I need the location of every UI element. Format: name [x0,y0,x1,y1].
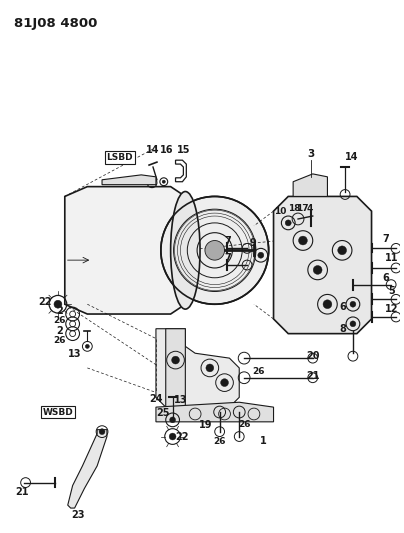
Circle shape [162,180,165,183]
Text: 26: 26 [213,437,226,446]
Text: 14: 14 [146,146,160,156]
Text: 26: 26 [238,420,250,429]
Ellipse shape [170,191,200,309]
Text: 24: 24 [149,394,163,405]
Circle shape [85,344,89,349]
Text: 7: 7 [224,236,231,246]
Polygon shape [293,174,327,197]
Text: WSBD: WSBD [42,408,73,416]
Text: 25: 25 [156,408,170,418]
Text: 21: 21 [15,487,28,497]
Circle shape [350,321,356,327]
Circle shape [350,301,356,307]
Text: 13: 13 [174,395,187,405]
Text: 11: 11 [385,253,399,263]
Text: 26: 26 [252,367,265,376]
Text: 7: 7 [224,253,231,263]
Circle shape [299,236,307,245]
Text: 7: 7 [383,233,389,244]
Text: 16: 16 [160,146,173,156]
Text: 21: 21 [306,371,320,381]
Circle shape [206,364,214,372]
Polygon shape [68,430,107,508]
Circle shape [313,265,322,274]
Polygon shape [65,187,185,314]
Text: 14: 14 [345,152,359,162]
Text: 6: 6 [383,273,389,283]
Polygon shape [166,329,185,417]
Text: 18: 18 [288,204,300,213]
Text: 22: 22 [38,297,52,307]
Text: 9: 9 [250,238,256,248]
Text: 19: 19 [199,420,213,430]
Polygon shape [156,329,239,407]
Circle shape [258,252,264,258]
Polygon shape [102,175,156,184]
Text: 23: 23 [71,510,84,520]
Ellipse shape [161,197,269,304]
Text: 26: 26 [54,317,66,325]
Circle shape [285,220,291,226]
Text: 12: 12 [385,304,399,314]
Text: 15: 15 [177,146,190,156]
Text: 2: 2 [57,326,63,336]
Text: 20: 20 [306,351,320,361]
Text: 17: 17 [296,204,308,213]
Text: 10: 10 [274,207,286,216]
Circle shape [205,240,225,260]
Text: 1: 1 [260,437,267,447]
Polygon shape [156,402,274,422]
Circle shape [169,433,176,440]
Text: 8: 8 [340,324,347,334]
Text: LSBD: LSBD [106,153,133,161]
Text: 4: 4 [307,204,313,213]
Text: 26: 26 [54,336,66,345]
Circle shape [150,181,154,184]
Text: 81J08 4800: 81J08 4800 [14,17,97,30]
Circle shape [99,429,105,434]
Text: 3: 3 [307,149,314,159]
Circle shape [54,300,62,308]
Circle shape [323,300,332,309]
Text: 13: 13 [68,349,81,359]
Text: 22: 22 [176,432,189,441]
Circle shape [172,356,179,364]
Circle shape [221,379,228,386]
Text: 6: 6 [340,302,347,312]
Text: 5: 5 [389,287,396,296]
Circle shape [338,246,347,255]
Polygon shape [274,197,372,334]
Circle shape [170,417,176,423]
Text: 2: 2 [57,306,63,316]
